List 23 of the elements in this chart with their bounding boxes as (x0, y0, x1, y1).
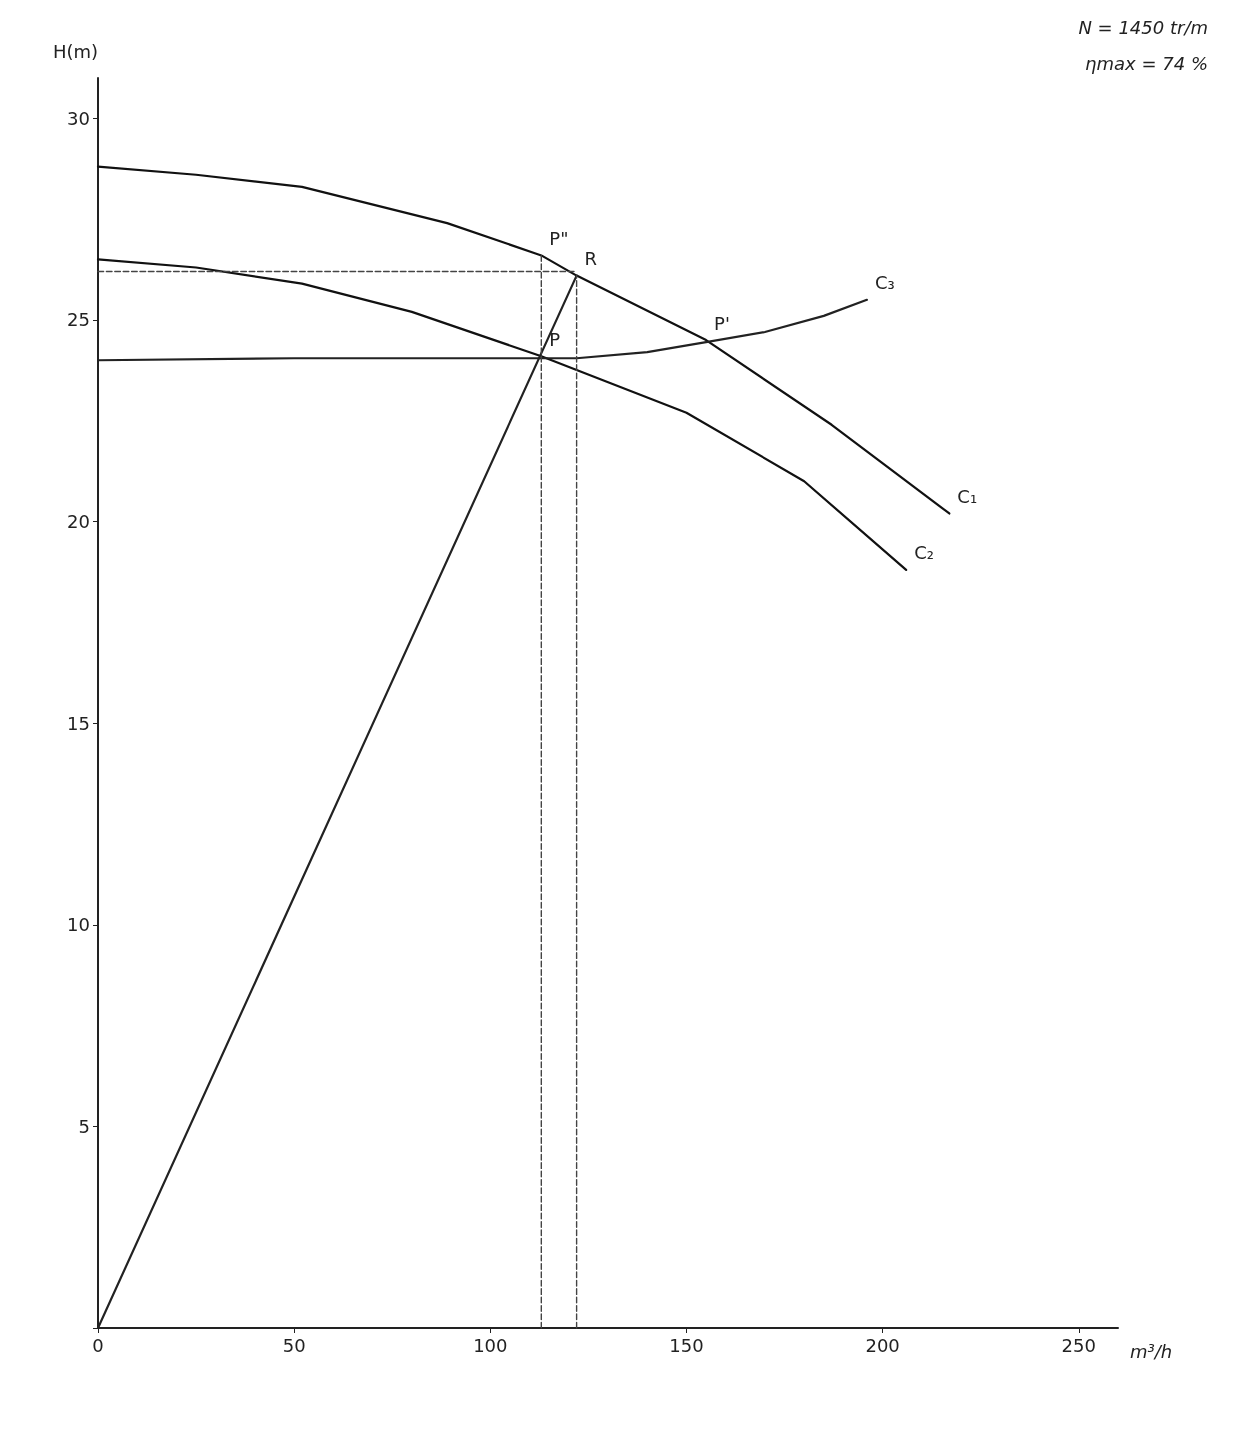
x-tick-label: 150 (669, 1334, 704, 1356)
x-tick-label: 250 (1061, 1334, 1096, 1356)
y-tick-label: 30 (67, 107, 90, 129)
x-tick-label: 50 (282, 1334, 306, 1356)
x-tick-label: 200 (865, 1334, 900, 1356)
x-axis-title: m³/h (1130, 1340, 1173, 1362)
annotation: C₃ (874, 272, 895, 294)
text: N = 1450 tr/m (1078, 16, 1208, 38)
x-tick-label: 0 (92, 1334, 104, 1356)
annotation: P (549, 328, 561, 350)
annotation: C₂ (914, 542, 934, 564)
annotation: P' (714, 312, 730, 334)
y-tick-label: 25 (67, 309, 90, 331)
y-tick-label: 5 (78, 1115, 90, 1137)
text: ηmax = 74 % (1085, 52, 1209, 74)
x-tick-label: 100 (473, 1334, 508, 1356)
y-tick-label: 10 (67, 914, 90, 936)
y-tick-label: 15 (67, 712, 90, 734)
y-axis-title: H(m) (52, 40, 98, 62)
y-tick-label: 20 (67, 511, 90, 533)
annotation: C₁ (957, 485, 978, 507)
annotation: R (584, 248, 598, 270)
annotation: P" (549, 227, 569, 249)
